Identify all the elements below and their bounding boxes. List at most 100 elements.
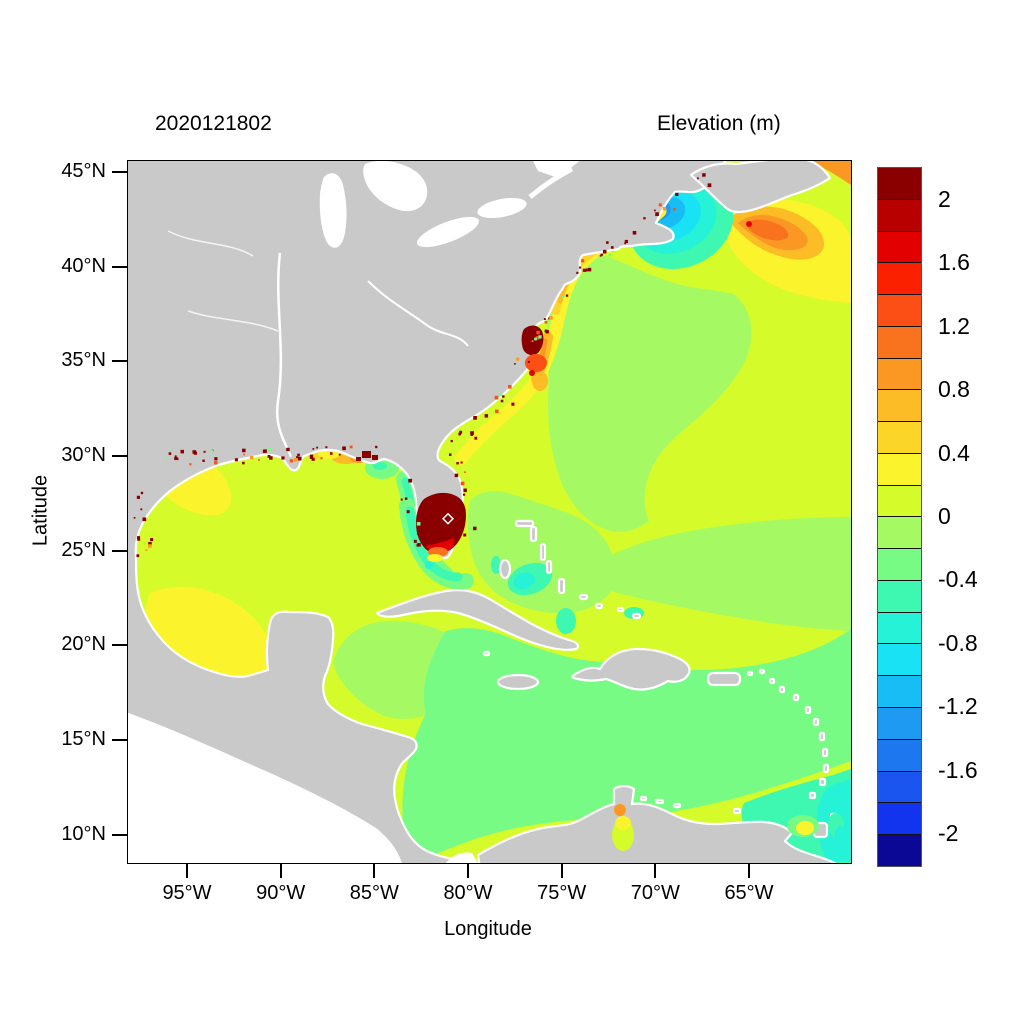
novascotia-deeporange (747, 219, 789, 241)
colorbar-cell (878, 579, 921, 612)
bigbend-cluster (356, 451, 378, 461)
x-tick-mark (560, 863, 563, 878)
sfl-yellow-fringe (427, 554, 443, 562)
atlantic-band (580, 517, 851, 631)
y-tick-label: 40°N (61, 254, 106, 277)
corner-orange-strip (811, 161, 851, 185)
land-nova-scotia (689, 161, 832, 214)
apalachee-teal (373, 462, 387, 470)
y-tick-mark (112, 171, 127, 173)
run-id-title: 2020121802 (155, 112, 272, 135)
y-tick-label: 25°N (61, 538, 106, 561)
land-south-america (476, 784, 837, 863)
colorbar-cell (878, 611, 921, 644)
x-tick-label: 85°W (349, 882, 399, 904)
colorbar-cell (878, 516, 921, 549)
venezuela-features (612, 804, 845, 851)
andros-west-teal (491, 556, 501, 574)
tobago-cyan (835, 826, 845, 844)
colorbar-cell (878, 262, 921, 295)
x-tick-label: 90°W (256, 882, 306, 904)
colorbar-cell (878, 168, 921, 199)
y-tick-mark (112, 739, 127, 741)
colorbar-cell (878, 643, 921, 676)
colorbar-cell (878, 738, 921, 771)
rivers (167, 166, 574, 458)
colorbar-cell (878, 389, 921, 422)
colorbar-tick-label: 1.6 (938, 249, 970, 276)
colorbar-tick-label: -1.6 (938, 756, 978, 783)
colorbar-cell (878, 325, 921, 358)
x-tick-label: 75°W (537, 882, 587, 904)
colorbar (877, 167, 922, 867)
x-tick-mark (279, 863, 282, 878)
pamlico-amber (532, 371, 548, 391)
y-tick-label: 30°N (61, 444, 106, 466)
x-tick-label: 95°W (162, 882, 212, 904)
y-tick-label: 35°N (61, 349, 106, 372)
lake-okeechobee (441, 512, 455, 525)
y-tick-mark (112, 833, 127, 836)
sfl-darkred-blob (416, 492, 466, 554)
colorbar-cell (878, 198, 921, 231)
y-tick-mark (112, 360, 127, 363)
novascotia-red-dot (746, 221, 752, 227)
y-tick-mark (112, 265, 127, 268)
colorbar-tick-label: -1.2 (938, 693, 978, 720)
panama-gulf-nodata (446, 852, 478, 863)
colorbar-cell (878, 421, 921, 453)
south-florida-surge (399, 492, 474, 590)
maracaibo-yellow (615, 816, 631, 830)
y-tick-label: 20°N (61, 633, 106, 656)
x-tick-label: 70°W (630, 882, 680, 904)
colorbar-tick-label: -0.8 (938, 629, 978, 656)
great-lakes (319, 161, 580, 248)
colorbar-tick-label: -0.4 (938, 566, 978, 593)
land-lesser-antilles (482, 650, 839, 819)
x-tick-mark (467, 863, 469, 878)
colorbar-tick-label: 0.8 (938, 376, 970, 403)
colorbar-cell (878, 484, 921, 517)
colorbar-tick-label: 0.4 (938, 439, 970, 466)
guacanayabo-teal (556, 608, 576, 634)
y-tick-label: 45°N (61, 160, 106, 182)
colorbar-tick-label: 0 (938, 503, 951, 529)
colorbar-cell (878, 294, 921, 326)
colorbar-cell (878, 707, 921, 739)
x-axis-label: Longitude (444, 918, 532, 940)
x-tick-mark (654, 863, 657, 878)
colorbar-cell (878, 802, 921, 835)
colorbar-cell (878, 357, 921, 390)
y-tick-label: 15°N (61, 728, 106, 750)
colorbar-cell (878, 834, 921, 866)
x-tick-mark (186, 863, 188, 878)
ches-orangered (525, 354, 547, 372)
colorbar-cell (878, 230, 921, 263)
maracaibo-orange (614, 804, 626, 816)
colorbar-tick-label: 2 (938, 185, 951, 212)
y-tick-mark (112, 455, 127, 457)
y-tick-mark (112, 644, 127, 647)
variable-title: Elevation (m) (657, 112, 781, 135)
colorbar-tick-label: -2 (938, 820, 959, 847)
colorbar-cell (878, 675, 921, 708)
colorbar-cell (878, 548, 921, 580)
bahamas-cyan-core (513, 572, 535, 590)
x-tick-label: 80°W (443, 882, 493, 904)
ches-red-dot (529, 370, 535, 376)
land-hispaniola (571, 647, 691, 691)
x-tick-label: 65°W (724, 882, 774, 904)
colorbar-cell (878, 452, 921, 485)
land-bahamas (498, 519, 642, 620)
y-tick-mark (112, 549, 127, 552)
map-canvas (128, 161, 851, 863)
paria-yellow (796, 821, 814, 835)
land-jamaica (496, 673, 540, 691)
land-cuba (375, 589, 580, 651)
colorbar-tick-label: 1.2 (938, 312, 970, 339)
colorbar-cell (878, 770, 921, 803)
x-tick-mark (373, 863, 376, 878)
pacific-nodata (128, 712, 402, 863)
coastal-flood-speckles (133, 173, 712, 558)
